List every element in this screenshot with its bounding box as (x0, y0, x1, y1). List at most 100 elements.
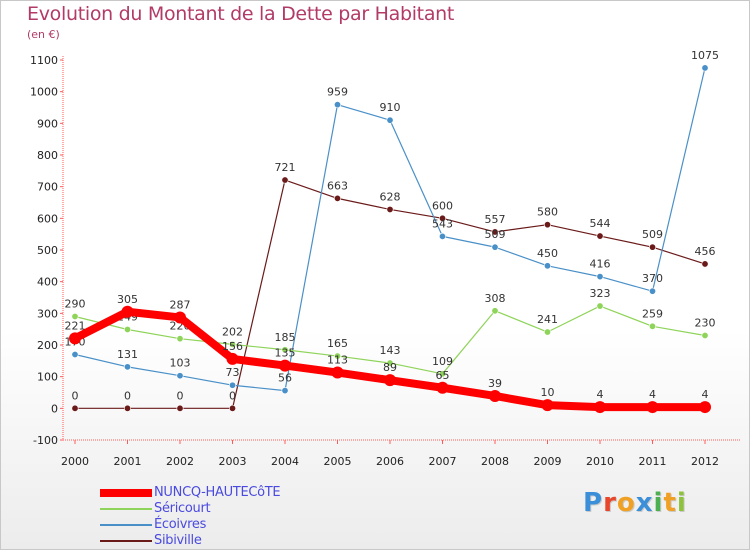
y-tick-label: 200 (37, 339, 58, 352)
data-point (69, 332, 81, 345)
legend-swatch (100, 540, 152, 542)
data-label: 109 (432, 355, 453, 368)
data-label: 221 (65, 319, 86, 332)
data-label: 509 (485, 228, 506, 241)
y-tick-label: 900 (37, 117, 58, 130)
data-point (438, 232, 446, 240)
data-point (71, 312, 79, 320)
y-tick-label: -100 (33, 434, 58, 447)
x-tick-label: 2003 (219, 455, 247, 468)
data-label: 600 (432, 199, 453, 212)
x-tick-label: 2007 (429, 455, 457, 468)
data-label: 628 (380, 190, 401, 203)
legend-swatch (100, 489, 152, 497)
logo-letter: x (635, 488, 654, 518)
data-point (384, 374, 396, 387)
data-label: 10 (541, 386, 555, 399)
data-label: 0 (229, 389, 236, 402)
data-label: 910 (380, 101, 401, 114)
x-tick-label: 2001 (114, 455, 142, 468)
proxiti-logo: Proxiti (583, 488, 687, 518)
data-point (229, 381, 237, 389)
data-point (491, 228, 499, 236)
data-point (699, 401, 711, 414)
data-label: 202 (222, 325, 243, 338)
data-label: 450 (537, 247, 558, 260)
data-point (701, 64, 709, 72)
data-point (543, 262, 551, 270)
data-label: 544 (590, 217, 611, 230)
data-point (174, 311, 186, 324)
data-point (229, 404, 237, 412)
y-tick-label: 600 (37, 212, 58, 225)
data-point (596, 302, 604, 310)
data-label: 56 (278, 372, 292, 385)
data-label: 959 (327, 86, 348, 99)
data-label: 1075 (691, 49, 719, 62)
data-label: 456 (695, 245, 716, 258)
y-tick-label: 400 (37, 276, 58, 289)
data-point (386, 205, 394, 213)
data-label: 143 (380, 344, 401, 357)
legend-label: Écoivres (154, 517, 207, 532)
data-point (331, 366, 344, 379)
data-label: 135 (275, 347, 296, 360)
data-label: 4 (702, 388, 709, 401)
data-label: 4 (649, 388, 656, 401)
data-point (596, 232, 604, 240)
data-label: 0 (124, 389, 131, 402)
data-point (701, 331, 709, 339)
data-point (279, 359, 291, 372)
data-point (281, 176, 289, 184)
data-point (646, 401, 659, 414)
data-label: 290 (65, 298, 86, 311)
data-point (648, 287, 656, 295)
chart-title: Evolution du Montant de la Dette par Hab… (27, 3, 455, 25)
x-tick-label: 2006 (376, 455, 404, 468)
data-point (333, 352, 341, 360)
data-point (543, 221, 551, 229)
y-tick-label: 0 (51, 402, 58, 415)
data-point (121, 305, 134, 318)
data-point (489, 389, 501, 402)
logo-letter: i (676, 488, 687, 518)
data-point (596, 273, 604, 281)
data-label: 230 (695, 317, 716, 330)
logo-letter: P (583, 488, 604, 518)
data-point (491, 307, 499, 315)
data-point (594, 401, 606, 414)
data-point (436, 381, 449, 394)
x-tick-label: 2005 (324, 455, 352, 468)
data-point (541, 399, 554, 412)
data-point (386, 116, 394, 124)
data-point (648, 322, 656, 330)
data-label: 305 (117, 293, 138, 306)
data-label: 165 (327, 337, 348, 350)
data-point (124, 363, 132, 371)
data-label: 663 (327, 179, 348, 192)
y-tick-label: 800 (37, 149, 58, 162)
data-point (438, 214, 446, 222)
data-point (176, 404, 184, 412)
legend-label: Sibiville (154, 533, 202, 548)
series-line-e-coivres (74, 67, 706, 392)
data-point (333, 101, 341, 109)
data-label: 416 (590, 258, 611, 271)
chart-unit: (en €) (27, 28, 60, 41)
data-point (491, 243, 499, 251)
data-label: 721 (275, 161, 296, 174)
x-tick-label: 2009 (534, 455, 562, 468)
data-label: 103 (170, 357, 191, 370)
data-label: 39 (488, 377, 502, 390)
logo-letter: o (616, 488, 636, 518)
x-tick-label: 2012 (691, 455, 719, 468)
legend-label: Séricourt (154, 501, 211, 516)
y-tick-label: 500 (37, 244, 58, 257)
data-label: 156 (222, 340, 243, 353)
data-label: 287 (170, 298, 191, 311)
data-label: 259 (642, 307, 663, 320)
data-label: 185 (275, 331, 296, 344)
legend-label: NUNCQ-HAUTECôTE (154, 485, 281, 500)
data-point (281, 346, 289, 354)
data-label: 0 (177, 389, 184, 402)
